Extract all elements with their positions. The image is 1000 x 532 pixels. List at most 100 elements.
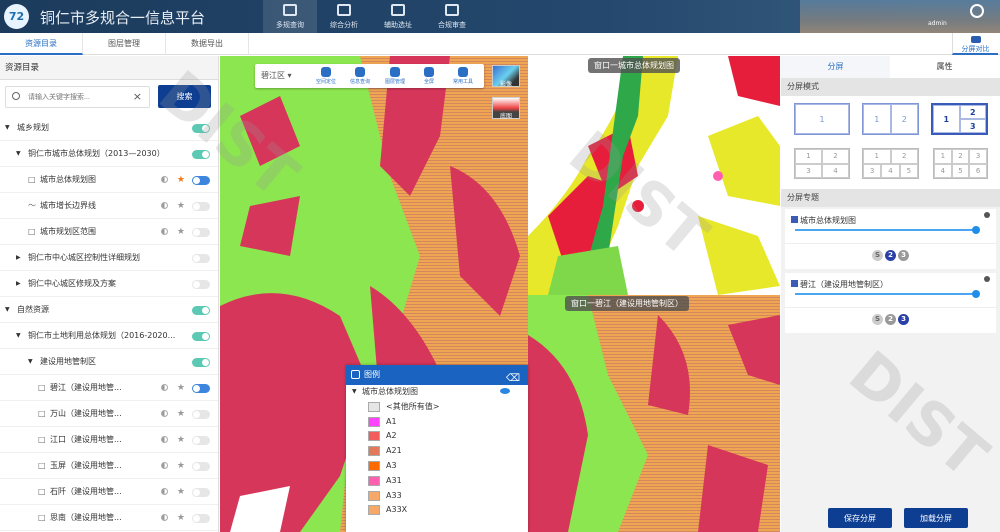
tree-item[interactable]: ▶ 铜仁中心城区修规及方案	[0, 271, 218, 297]
tool-query[interactable]: 信息查询	[344, 66, 376, 85]
clear-icon[interactable]: ⌫	[505, 373, 520, 384]
star-icon[interactable]: ★	[176, 409, 185, 419]
nav-review[interactable]: 合规审查	[425, 0, 479, 33]
map-window-2[interactable]	[528, 56, 780, 295]
tool-locate[interactable]: 空间定位	[310, 66, 342, 85]
tree-item[interactable]: □ 玉屏（建设用地管... ★	[0, 453, 218, 479]
opacity-slider[interactable]	[795, 293, 976, 295]
eye-icon[interactable]	[500, 388, 510, 394]
opacity-icon[interactable]	[161, 176, 168, 183]
load-split-button[interactable]: 加载分屏	[904, 508, 968, 528]
layer-toggle[interactable]	[192, 514, 210, 523]
basemap-imagery[interactable]: 影像	[492, 65, 520, 88]
screen-2-button[interactable]: 2	[885, 314, 896, 325]
star-icon[interactable]: ★	[176, 487, 185, 497]
screen-2-button[interactable]: 2	[885, 250, 896, 261]
slider-handle[interactable]	[972, 290, 980, 298]
mode-1[interactable]: 1	[794, 103, 850, 135]
opacity-icon[interactable]	[161, 228, 168, 235]
tree-item[interactable]: □ 碧江（建设用地管... ★	[0, 375, 218, 401]
screen-3-button[interactable]: 3	[898, 250, 909, 261]
screen-3-button[interactable]: 3	[898, 314, 909, 325]
layer-toggle[interactable]	[192, 124, 210, 133]
settings-icon[interactable]	[984, 276, 990, 282]
opacity-icon[interactable]	[161, 410, 168, 417]
tree-item[interactable]: ▼ 城乡规划	[0, 115, 218, 141]
tab-layers[interactable]: 图层管理	[83, 33, 166, 55]
star-icon[interactable]: ★	[176, 227, 185, 237]
tab-split[interactable]: 分屏	[781, 56, 890, 78]
layer-toggle[interactable]	[192, 306, 210, 315]
opacity-icon[interactable]	[161, 202, 168, 209]
caret-right-icon[interactable]: ▶	[16, 254, 21, 261]
tree-item[interactable]: 〜城市增长边界线 ★	[0, 193, 218, 219]
layer-toggle[interactable]	[192, 150, 210, 159]
opacity-icon[interactable]	[161, 384, 168, 391]
opacity-icon[interactable]	[161, 436, 168, 443]
screen-S-button[interactable]: S	[872, 314, 883, 325]
save-split-button[interactable]: 保存分屏	[828, 508, 892, 528]
tool-fullscreen[interactable]: 全屏	[413, 66, 445, 85]
tree-item[interactable]: □ 石阡（建设用地管... ★	[0, 479, 218, 505]
star-icon[interactable]: ★	[176, 175, 185, 185]
layer-toggle[interactable]	[192, 332, 210, 341]
caret-down-icon[interactable]: ▼	[16, 150, 21, 157]
tree-item[interactable]: □ 思南（建设用地管... ★	[0, 505, 218, 531]
star-icon[interactable]: ★	[176, 201, 185, 211]
screen-S-button[interactable]: S	[872, 250, 883, 261]
search-button[interactable]: 搜索	[158, 85, 211, 108]
region-select[interactable]: 碧江区 ▾	[261, 71, 292, 80]
nav-query[interactable]: 多规查询	[263, 0, 317, 33]
tool-toolbox[interactable]: 常用工具	[447, 66, 479, 85]
caret-right-icon[interactable]: ▶	[16, 280, 21, 287]
star-icon[interactable]: ★	[176, 383, 185, 393]
settings-icon[interactable]	[984, 212, 990, 218]
user-name[interactable]: admin	[928, 20, 947, 27]
slider-handle[interactable]	[972, 226, 980, 234]
split-compare-button[interactable]: 分屏对比	[952, 33, 998, 55]
tree-item[interactable]: ▼ 自然资源	[0, 297, 218, 323]
tool-layers[interactable]: 图层管理	[379, 66, 411, 85]
tab-export[interactable]: 数据导出	[166, 33, 249, 55]
caret-down-icon[interactable]: ▼	[28, 358, 33, 365]
tree-item[interactable]: □ 城市规划区范围 ★	[0, 219, 218, 245]
caret-down-icon[interactable]: ▼	[16, 332, 21, 339]
tab-resources[interactable]: 资源目录	[0, 33, 83, 55]
map-window-3[interactable]	[528, 295, 780, 532]
caret-down-icon[interactable]: ▼	[5, 306, 10, 313]
layer-toggle[interactable]	[192, 384, 210, 393]
opacity-icon[interactable]	[161, 488, 168, 495]
tree-item[interactable]: ▶ 铜仁市中心城区控制性详细规划	[0, 245, 218, 271]
opacity-icon[interactable]	[161, 514, 168, 521]
opacity-icon[interactable]	[161, 462, 168, 469]
layer-toggle[interactable]	[192, 358, 210, 367]
layer-toggle[interactable]	[192, 410, 210, 419]
layer-toggle[interactable]	[192, 176, 210, 185]
basemap-vector[interactable]: 底图	[492, 97, 520, 120]
tree-item[interactable]: ▼ 建设用地管制区	[0, 349, 218, 375]
tree-item[interactable]: □ 万山（建设用地管... ★	[0, 401, 218, 427]
star-icon[interactable]: ★	[176, 435, 185, 445]
nav-site-selection[interactable]: 辅助选址	[371, 0, 425, 33]
layer-toggle[interactable]	[192, 228, 210, 237]
tree-item[interactable]: ▼ 铜仁市城市总体规划（2013—2030）	[0, 141, 218, 167]
layer-toggle[interactable]	[192, 254, 210, 263]
search-input[interactable]	[28, 87, 128, 107]
layer-toggle[interactable]	[192, 280, 210, 289]
star-icon[interactable]: ★	[176, 461, 185, 471]
tab-attributes[interactable]: 属性	[936, 62, 953, 71]
caret-down-icon[interactable]: ▼	[5, 124, 10, 131]
layer-toggle[interactable]	[192, 202, 210, 211]
tree-item[interactable]: □ 江口（建设用地管... ★	[0, 427, 218, 453]
star-icon[interactable]: ★	[176, 513, 185, 523]
layer-toggle[interactable]	[192, 436, 210, 445]
clear-icon[interactable]: ×	[132, 90, 142, 103]
nav-analysis[interactable]: 综合分析	[317, 0, 371, 33]
opacity-slider[interactable]	[795, 229, 976, 231]
tree-item[interactable]: □ 城市总体规划图 ★	[0, 167, 218, 193]
